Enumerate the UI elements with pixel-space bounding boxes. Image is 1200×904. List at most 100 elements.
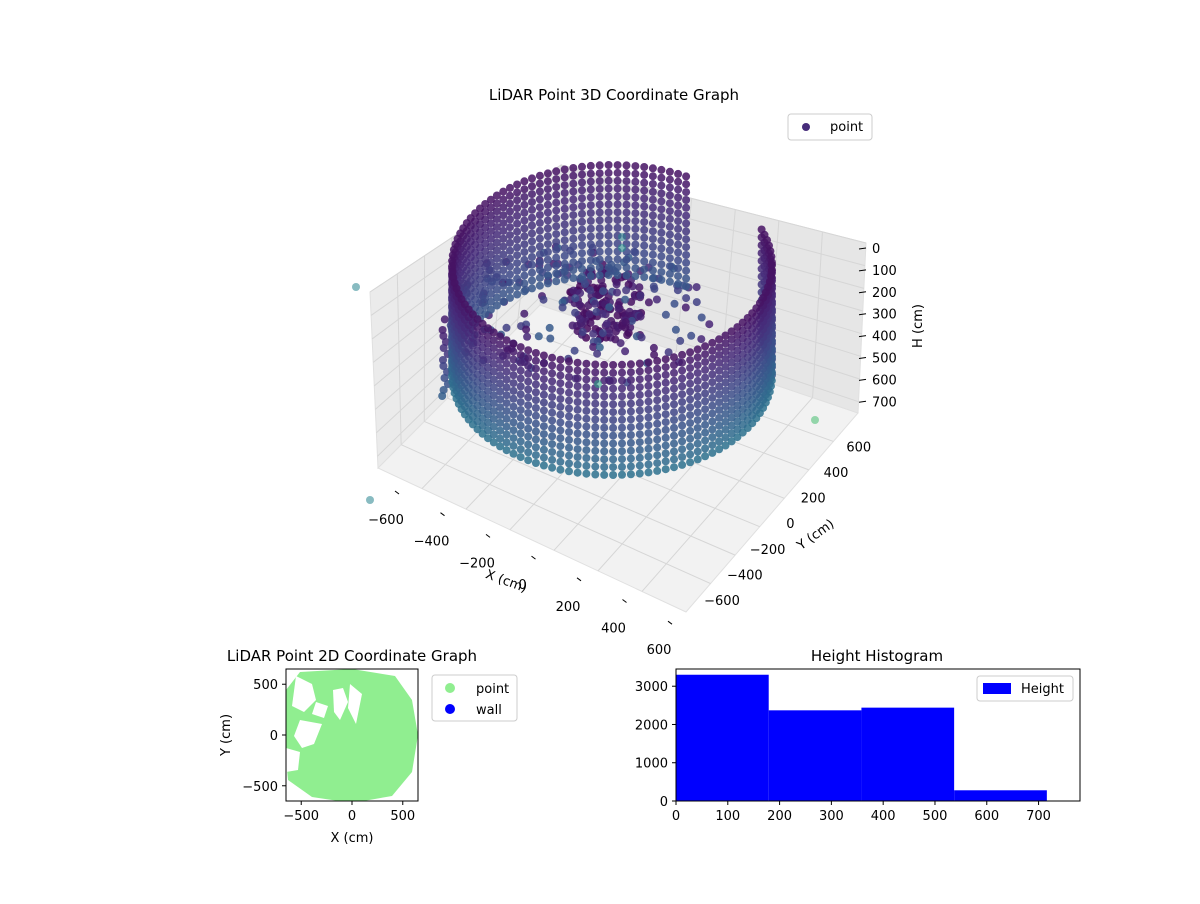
x-tick-mark-3d	[532, 556, 536, 559]
z-tick-label-3d: 0	[872, 242, 880, 257]
y-tick-label-3d: −200	[750, 543, 786, 558]
legend-2d: point wall	[432, 675, 517, 721]
point-3d	[540, 399, 548, 407]
point-3d	[517, 414, 525, 422]
point-3d	[708, 339, 716, 347]
point-3d	[513, 267, 521, 275]
point-3d	[708, 394, 716, 402]
point-3d	[694, 345, 702, 353]
point-3d	[627, 360, 635, 368]
point-3d	[517, 390, 525, 398]
point-3d	[609, 424, 617, 432]
chart-2d-title: LiDAR Point 2D Coordinate Graph	[227, 647, 477, 665]
point-3d	[503, 352, 511, 360]
point-3d	[544, 279, 552, 287]
x-axis-label-2d: X (cm)	[331, 831, 374, 846]
point-3d	[510, 371, 518, 379]
point-3d	[678, 390, 686, 398]
point-3d	[618, 392, 626, 400]
point-3d	[596, 224, 604, 232]
point-3d	[627, 392, 635, 400]
point-3d	[548, 417, 556, 425]
point-3d	[536, 195, 544, 203]
point-3d	[670, 416, 678, 424]
point-3d	[618, 384, 626, 392]
point-3d	[510, 363, 518, 371]
point-3d	[623, 185, 631, 193]
point-3d	[614, 263, 622, 271]
point-3d	[636, 407, 644, 415]
point-3d	[708, 386, 716, 394]
point-3d	[561, 205, 569, 213]
point-3d	[569, 227, 577, 235]
point-3d	[626, 308, 634, 316]
point-3d	[715, 343, 723, 351]
point-3d	[636, 422, 644, 430]
legend-3d: point	[788, 114, 872, 140]
z-tick-label-3d: 600	[872, 373, 897, 388]
point-3d	[627, 470, 635, 478]
point-3d	[662, 395, 670, 403]
point-3d	[631, 170, 639, 178]
point-3d	[574, 445, 582, 453]
point-3d	[510, 403, 518, 411]
point-3d	[674, 194, 682, 202]
point-3d	[506, 223, 514, 231]
point-3d	[618, 369, 626, 377]
point-3d	[600, 400, 608, 408]
point-3d	[574, 453, 582, 461]
point-3d	[544, 185, 552, 193]
z-tick-label-3d: 300	[872, 308, 897, 323]
point-3d	[569, 180, 577, 188]
point-3d	[682, 275, 690, 283]
point-3d	[694, 361, 702, 369]
point-3d	[540, 367, 548, 375]
point-3d	[662, 442, 670, 450]
point-3d	[587, 178, 595, 186]
point-3d	[609, 455, 617, 463]
point-3d	[578, 186, 586, 194]
point-3d	[574, 390, 582, 398]
point-3d	[536, 211, 544, 219]
point-3d	[609, 361, 617, 369]
point-3d	[614, 161, 622, 169]
point-3d	[682, 251, 690, 259]
point-3d	[649, 196, 657, 204]
point-3d	[569, 322, 577, 330]
point-3d	[582, 423, 590, 431]
point-3d	[556, 403, 564, 411]
point-3d	[517, 430, 525, 438]
point-3d	[591, 423, 599, 431]
point-3d	[640, 171, 648, 179]
point-3d	[614, 177, 622, 185]
point-3d	[618, 447, 626, 455]
point-3d	[569, 219, 577, 227]
point-3d	[645, 437, 653, 445]
point-3d-outlier	[811, 416, 819, 424]
point-3d	[524, 386, 532, 394]
point-3d	[662, 457, 670, 465]
y-tick-label-2d: −500	[242, 780, 278, 795]
point-3d	[645, 468, 653, 476]
point-3d	[540, 383, 548, 391]
x-tick-label-2d: 500	[390, 809, 415, 824]
point-3d	[536, 282, 544, 290]
point-3d	[540, 407, 548, 415]
point-3d	[561, 236, 569, 244]
point-3d	[609, 385, 617, 393]
point-3d	[666, 262, 674, 270]
point-3d	[715, 406, 723, 414]
point-3d	[556, 387, 564, 395]
point-3d	[682, 294, 690, 302]
point-3d	[503, 407, 511, 415]
point-3d	[582, 360, 590, 368]
point-3d	[524, 425, 532, 433]
point-3d	[657, 197, 665, 205]
point-3d	[631, 201, 639, 209]
point-3d	[561, 228, 569, 236]
point-3d	[686, 427, 694, 435]
x-tick-label-3d: −400	[414, 535, 450, 550]
z-tick-label-3d: 100	[872, 264, 897, 279]
point-3d	[544, 193, 552, 201]
point-3d	[627, 455, 635, 463]
